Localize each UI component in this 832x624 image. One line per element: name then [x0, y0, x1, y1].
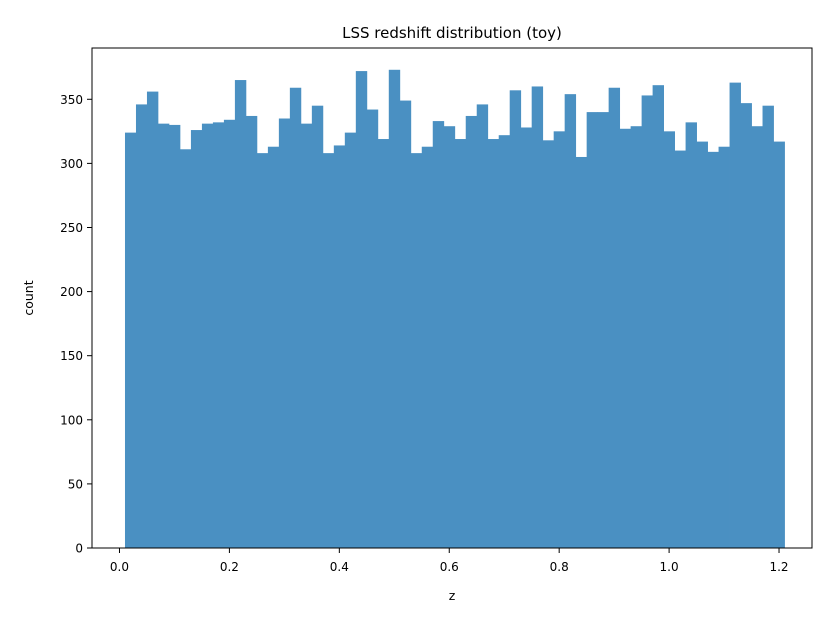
histogram-bar	[234, 80, 247, 549]
histogram-bar	[531, 86, 544, 549]
histogram-bar	[509, 90, 522, 548]
histogram-bar	[762, 105, 774, 548]
histogram-bar	[289, 87, 302, 549]
histogram-bar	[388, 69, 401, 548]
y-tick-label: 150	[60, 349, 83, 363]
histogram-bar	[157, 123, 170, 548]
y-axis-ticks: 0 50 100 150 200 250 300 350	[60, 93, 92, 556]
x-tick-label: 0.0	[110, 560, 129, 574]
histogram-bar	[322, 153, 335, 548]
histogram-bar	[685, 122, 697, 549]
histogram-bar	[575, 156, 588, 548]
histogram-bar	[267, 146, 280, 548]
histogram-bar	[179, 149, 192, 548]
histogram-bar	[256, 153, 269, 548]
y-tick-label: 250	[60, 221, 83, 235]
histogram-bar	[300, 123, 313, 548]
histogram-bar	[168, 124, 181, 549]
histogram-bar	[729, 82, 741, 549]
histogram-bar	[707, 151, 719, 548]
histogram-bar	[553, 131, 566, 548]
histogram-bar	[652, 85, 664, 549]
histogram-bars	[124, 69, 785, 549]
y-tick-label: 350	[60, 93, 83, 107]
histogram-bar	[399, 100, 412, 548]
histogram-bar	[597, 112, 610, 548]
histogram-bar	[146, 91, 159, 548]
histogram-bar	[245, 115, 258, 548]
x-tick-label: 0.8	[550, 560, 569, 574]
x-axis-ticks: 0.0 0.2 0.4 0.6 0.8 1.0 1.2	[110, 548, 789, 574]
histogram-bar	[432, 121, 445, 548]
histogram-bar	[190, 130, 203, 549]
histogram-bar	[641, 95, 654, 548]
histogram-bar	[366, 109, 379, 548]
x-tick-label: 0.6	[440, 560, 459, 574]
x-axis-label: z	[449, 588, 456, 603]
histogram-bar	[410, 153, 423, 548]
histogram-bar	[443, 126, 456, 549]
histogram-bar	[542, 140, 555, 548]
histogram-bar	[586, 112, 599, 548]
histogram-bar	[311, 105, 324, 548]
histogram-bar	[740, 103, 752, 548]
histogram-bar	[135, 104, 148, 548]
histogram-bar	[377, 139, 390, 548]
histogram-bar	[201, 123, 214, 548]
histogram-bar	[751, 126, 763, 549]
histogram-bar	[773, 141, 785, 548]
histogram-bar	[619, 128, 632, 548]
histogram-bar	[223, 119, 236, 548]
histogram-bar	[674, 150, 686, 548]
histogram-bar	[498, 135, 511, 548]
histogram-bar	[476, 104, 489, 548]
histogram-bar	[278, 118, 291, 548]
histogram-bar	[355, 71, 368, 548]
y-tick-label: 300	[60, 157, 83, 171]
histogram-bar	[454, 139, 467, 548]
histogram-bar	[663, 131, 675, 548]
histogram-bar	[333, 145, 346, 548]
y-tick-label: 0	[75, 542, 83, 556]
histogram-bar	[421, 146, 434, 548]
histogram-bar	[608, 87, 621, 549]
histogram-bar	[124, 132, 137, 548]
histogram-bar	[564, 94, 577, 549]
y-tick-label: 100	[60, 413, 83, 427]
histogram-bar	[344, 132, 357, 548]
y-tick-label: 50	[68, 477, 83, 491]
x-tick-label: 1.0	[660, 560, 679, 574]
histogram-bar	[718, 146, 730, 548]
x-tick-label: 0.4	[330, 560, 349, 574]
chart-title: LSS redshift distribution (toy)	[342, 24, 562, 42]
histogram-bar	[212, 122, 225, 549]
plot-frame	[91, 47, 813, 549]
histogram-bar	[630, 126, 643, 549]
histogram-bar	[520, 127, 533, 549]
x-tick-label: 1.2	[769, 560, 788, 574]
histogram-bar	[696, 141, 708, 548]
histogram-bar	[465, 115, 478, 548]
histogram-bar	[487, 139, 500, 548]
x-tick-label: 0.2	[220, 560, 239, 574]
y-tick-label: 200	[60, 285, 83, 299]
y-axis-label: count	[21, 280, 36, 315]
